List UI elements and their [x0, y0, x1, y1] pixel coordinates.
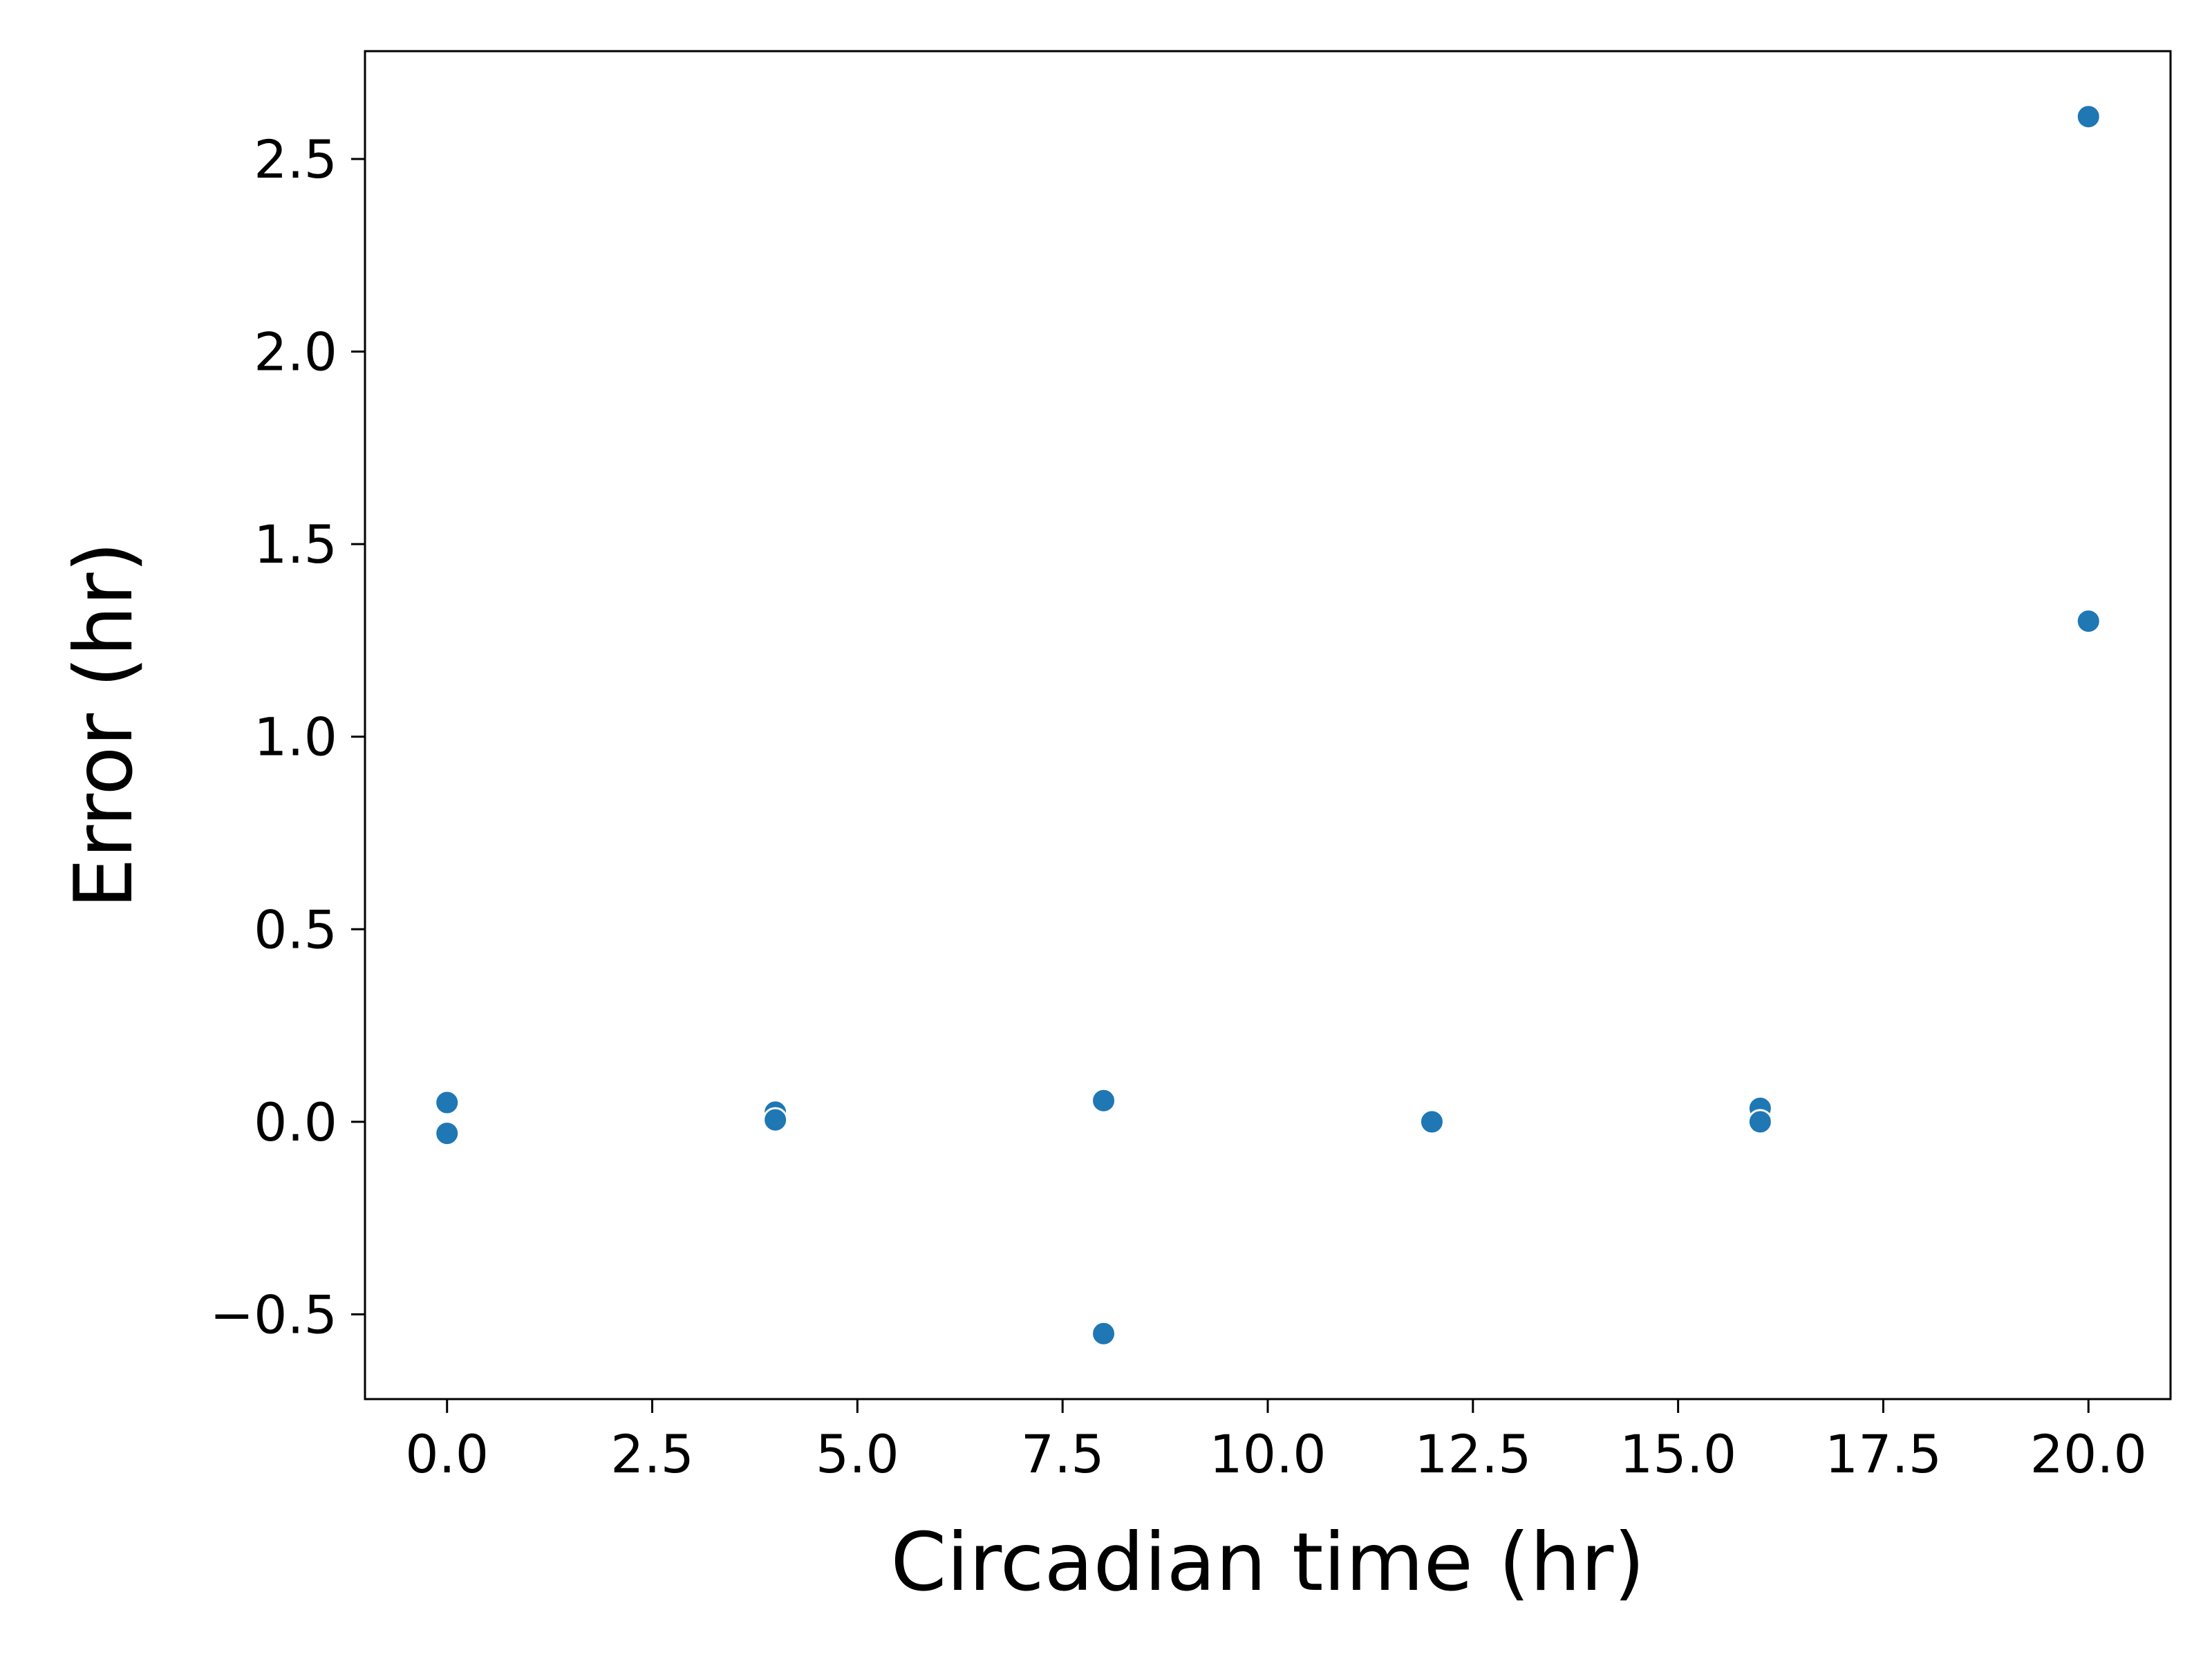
y-tick-label: 0.5 — [254, 899, 337, 960]
data-point — [434, 1121, 460, 1147]
data-point — [1418, 1109, 1445, 1135]
x-tick-label: 20.0 — [2030, 1423, 2147, 1485]
data-point — [1747, 1109, 1773, 1135]
data-point — [2075, 608, 2101, 635]
plot-area — [365, 51, 2171, 1399]
data-point — [2075, 104, 2101, 130]
data-point — [1091, 1320, 1117, 1347]
data-points — [434, 104, 2101, 1347]
x-tick-label: 15.0 — [1620, 1423, 1736, 1485]
x-tick-label: 17.5 — [1825, 1423, 1942, 1485]
y-tick-label: 1.0 — [254, 706, 337, 768]
y-axis: −0.5 0.0 0.5 1.0 1.5 2.0 2.5 — [209, 129, 365, 1345]
data-point — [434, 1089, 460, 1116]
y-tick-label: −0.5 — [209, 1284, 337, 1345]
y-tick-label: 2.0 — [254, 321, 337, 383]
x-tick-label: 2.5 — [610, 1423, 694, 1485]
x-axis-title: Circadian time (hr) — [890, 1516, 1644, 1609]
x-tick-label: 7.5 — [1021, 1423, 1105, 1485]
y-tick-label: 2.5 — [254, 129, 337, 190]
x-tick-label: 5.0 — [816, 1423, 899, 1485]
x-tick-label: 0.0 — [405, 1423, 489, 1485]
x-tick-label: 10.0 — [1209, 1423, 1326, 1485]
y-axis-title: Error (hr) — [57, 541, 151, 908]
data-point — [762, 1107, 789, 1133]
data-point — [1091, 1087, 1117, 1114]
x-axis: 0.0 2.5 5.0 7.5 10.0 12.5 15.0 17.5 20.0 — [405, 1399, 2147, 1485]
y-tick-label: 1.5 — [254, 514, 337, 575]
y-tick-label: 0.0 — [254, 1091, 337, 1153]
x-tick-label: 12.5 — [1414, 1423, 1531, 1485]
